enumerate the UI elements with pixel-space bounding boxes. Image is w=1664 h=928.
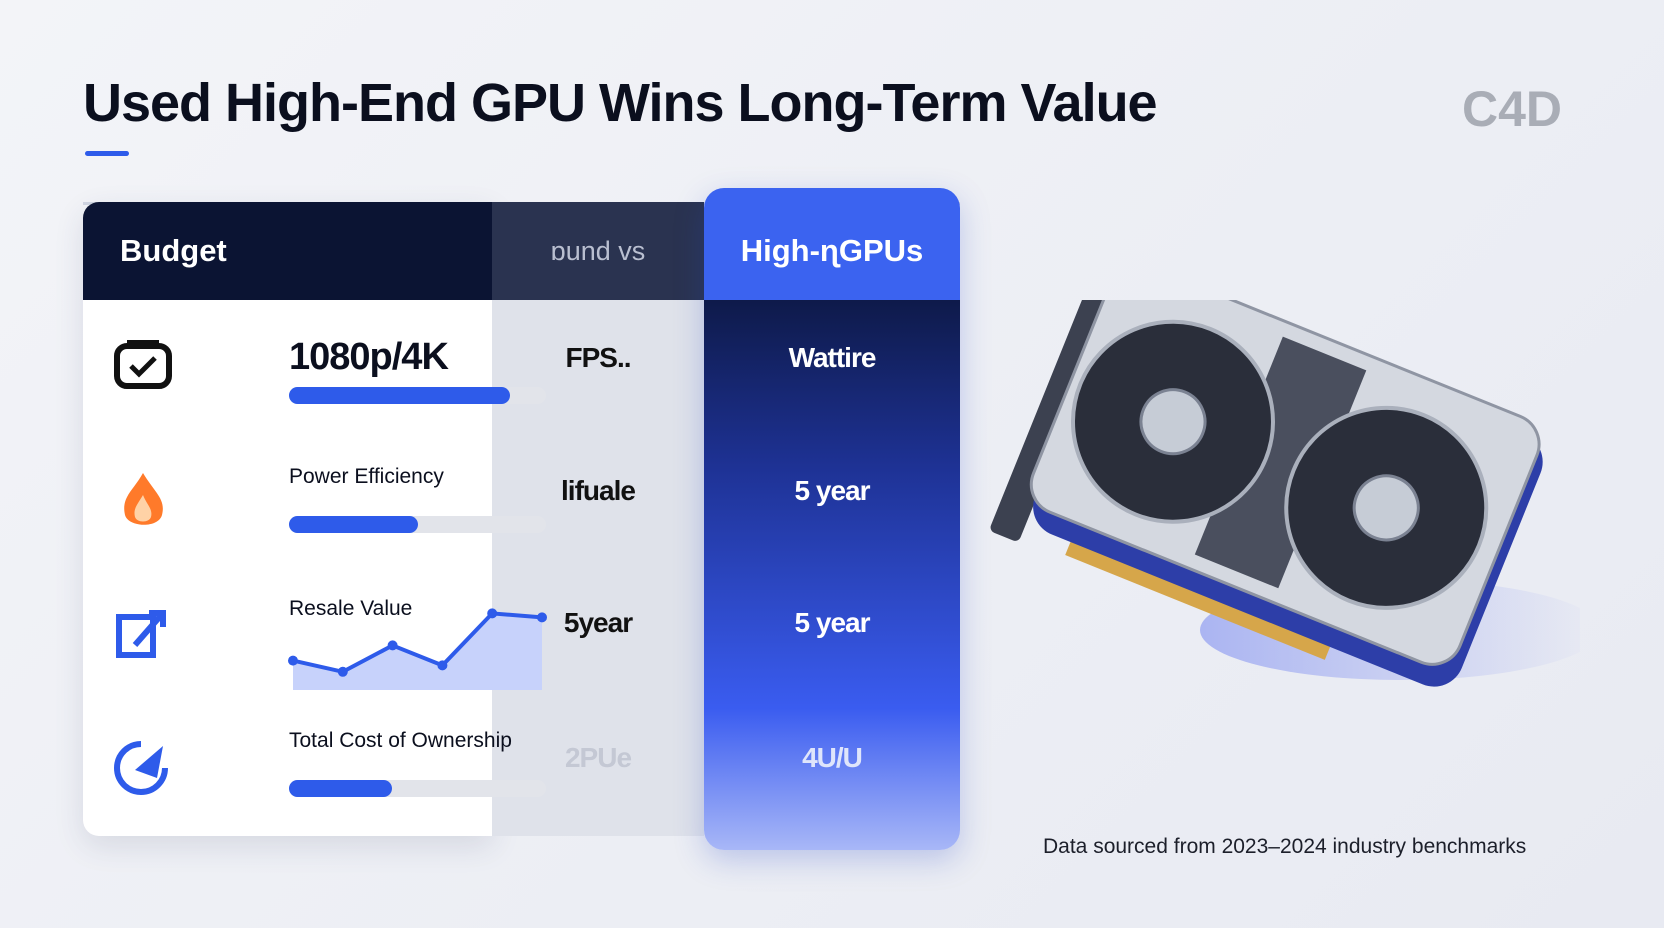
row-icon <box>114 339 172 389</box>
progress-fill <box>289 387 511 404</box>
trend-point <box>487 608 498 619</box>
column-header: High-ɳGPUs <box>740 233 924 268</box>
row-label: Resale Value <box>289 597 413 620</box>
budget-value: 5year <box>563 607 633 638</box>
trend-area <box>293 613 542 690</box>
comparison-table: Budget ɒund vs High-ɳGPUs 1080p/4K FPS.. Watt… <box>83 188 960 850</box>
trend-point <box>537 612 547 623</box>
high-column-bg <box>704 188 960 850</box>
header-mid <box>492 202 704 300</box>
row-icon <box>114 740 168 795</box>
trend-point <box>437 660 448 671</box>
progress-fill <box>289 780 392 797</box>
high-value: 5 year <box>794 607 871 638</box>
footnote: Data sourced from 2023–2024 industry ben… <box>1043 835 1527 858</box>
title: Used High-End GPU Wins Long-Term Value <box>83 73 1158 133</box>
row-label: Total Cost of Ownership <box>289 729 512 752</box>
column-header: Budget <box>120 233 227 268</box>
title-underline <box>85 151 129 156</box>
trend-point <box>337 666 348 677</box>
gpu-illustration <box>990 300 1580 687</box>
budget-value: FPS.. <box>565 341 631 373</box>
trend-point <box>387 640 398 651</box>
high-value: Wattire <box>788 341 877 373</box>
resale-trend <box>288 608 547 690</box>
row-icon <box>124 473 163 525</box>
trend-line <box>292 611 543 674</box>
high-value: 5 year <box>794 475 871 506</box>
progress-track <box>289 516 546 533</box>
progress-track <box>289 387 546 404</box>
progress-track <box>289 780 546 797</box>
header-left <box>83 202 492 300</box>
high-value: 4U/U <box>802 741 863 773</box>
budget-value: lifuale <box>561 475 636 506</box>
row-label: Power Efficiency <box>289 465 444 488</box>
row-icon <box>116 610 166 658</box>
column-header: ɒund vs <box>550 235 646 266</box>
trend-point <box>288 655 298 666</box>
row-label: 1080p/4K <box>289 336 449 378</box>
budget-value: 2PUe <box>564 741 632 773</box>
logo: C4D <box>1462 81 1563 137</box>
progress-fill <box>289 516 418 533</box>
